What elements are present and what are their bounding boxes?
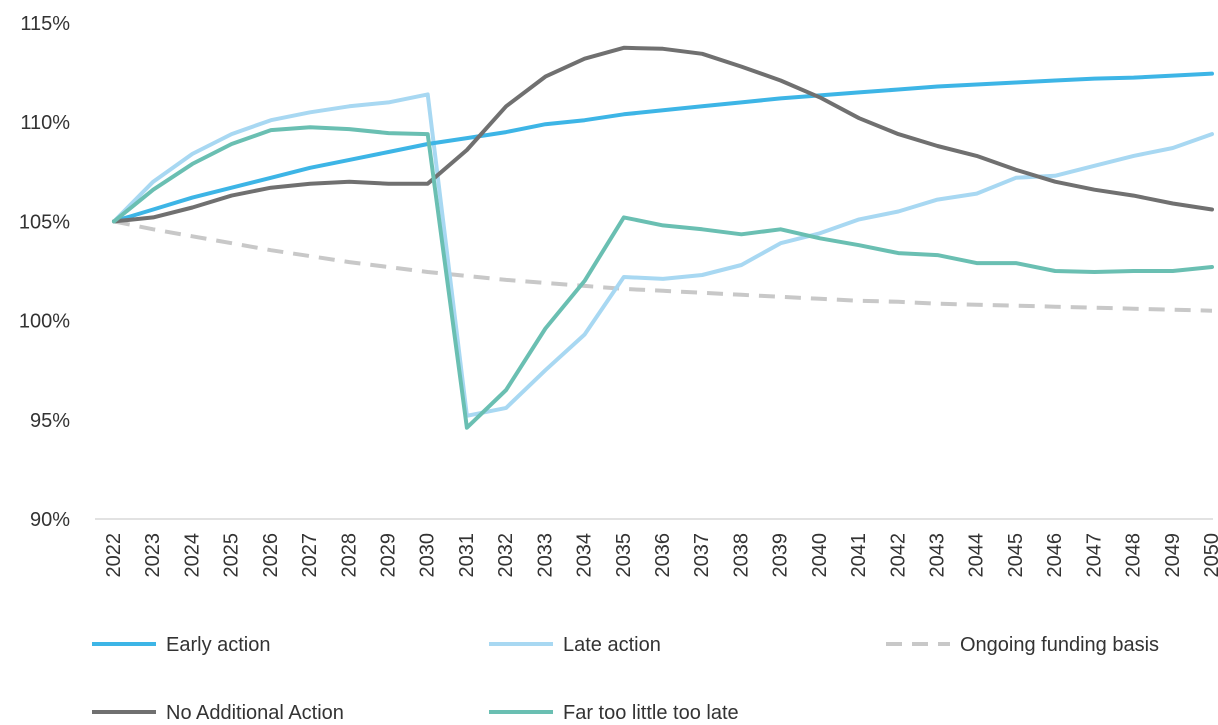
- x-tick-label: 2032: [495, 533, 517, 578]
- series-line-late-action: [112, 92, 1214, 418]
- x-tick-label: 2043: [927, 533, 949, 578]
- x-tick-label: 2027: [299, 533, 321, 578]
- y-tick-label: 110%: [20, 112, 70, 134]
- x-tick-label: 2041: [848, 533, 870, 578]
- x-tick-label: 2025: [221, 533, 243, 578]
- x-tick-label: 2040: [809, 533, 831, 578]
- y-tick-label: 100%: [19, 311, 70, 333]
- y-tick-label: 95%: [30, 410, 70, 432]
- x-tick-label: 2028: [338, 533, 360, 578]
- legend-label: Far too little too late: [563, 702, 739, 724]
- series-line-no-additional-action: [112, 45, 1214, 224]
- x-axis-ticks: 2022 2023 2024 2025 2026 2027 2028 2029 2030 2031…: [103, 533, 1218, 578]
- x-tick-label: 2026: [260, 533, 282, 578]
- legend-item-late-action: Late action: [489, 634, 661, 656]
- legend-label: Early action: [166, 634, 271, 656]
- legend-item-far-too-little-too-late: Far too little too late: [489, 702, 739, 724]
- x-tick-label: 2050: [1201, 533, 1218, 578]
- x-tick-label: 2048: [1123, 533, 1145, 578]
- x-tick-label: 2024: [181, 533, 203, 578]
- x-tick-label: 2044: [966, 533, 988, 578]
- x-tick-label: 2035: [613, 533, 635, 578]
- x-tick-label: 2037: [691, 533, 713, 578]
- y-axis-ticks: 90% 95% 100% 105% 110% 115%: [19, 13, 70, 531]
- legend-item-ongoing-funding-basis: Ongoing funding basis: [886, 634, 1159, 656]
- x-tick-label: 2047: [1083, 533, 1105, 578]
- x-tick-label: 2046: [1044, 533, 1066, 578]
- series-lines: [112, 45, 1214, 430]
- legend-label: Late action: [563, 634, 661, 656]
- legend-item-early-action: Early action: [92, 634, 271, 656]
- x-tick-label: 2049: [1162, 533, 1184, 578]
- series-line-early-action: [112, 71, 1214, 224]
- x-tick-label: 2036: [652, 533, 674, 578]
- series-line-far-too-little-too-late: [112, 125, 1214, 430]
- y-tick-label: 105%: [19, 211, 70, 233]
- legend-item-no-additional-action: No Additional Action: [92, 702, 344, 724]
- x-tick-label: 2031: [456, 533, 478, 578]
- x-tick-label: 2034: [574, 533, 596, 578]
- x-tick-label: 2033: [534, 533, 556, 578]
- legend: Early action Late action Ongoing funding b…: [92, 634, 1159, 724]
- x-tick-label: 2039: [770, 533, 792, 578]
- x-tick-label: 2038: [730, 533, 752, 578]
- y-tick-label: 90%: [30, 509, 70, 531]
- series-line-ongoing-funding-basis: [113, 219, 1213, 313]
- legend-label: No Additional Action: [166, 702, 344, 724]
- x-tick-label: 2030: [417, 533, 439, 578]
- x-tick-label: 2045: [1005, 533, 1027, 578]
- x-tick-label: 2029: [378, 533, 400, 578]
- x-tick-label: 2023: [142, 533, 164, 578]
- x-tick-label: 2042: [887, 533, 909, 578]
- legend-label: Ongoing funding basis: [960, 634, 1159, 656]
- y-tick-label: 115%: [20, 13, 70, 35]
- x-tick-label: 2022: [103, 533, 125, 578]
